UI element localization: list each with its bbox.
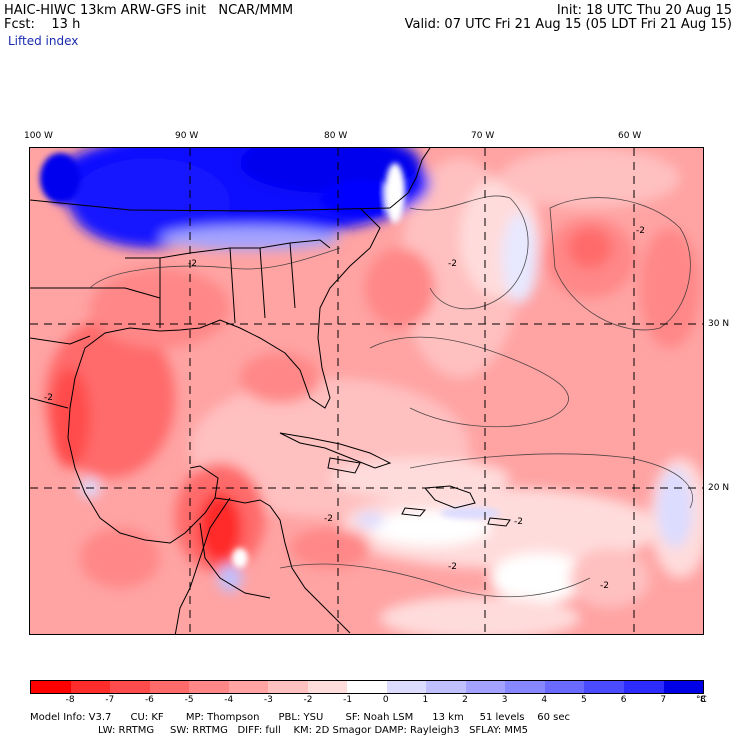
contour-label: -2 xyxy=(448,259,457,269)
colorbar-swatch xyxy=(347,681,387,693)
model-info-line1: Model Info: V3.7 CU: KF MP: Thompson PBL… xyxy=(30,712,570,723)
colorbar-swatch xyxy=(505,681,545,693)
lon-label-90w: 90 W xyxy=(175,131,199,141)
lat-lon-grid xyxy=(30,148,703,634)
lon-label-100w: 100 W xyxy=(24,131,53,141)
lon-label-80w: 80 W xyxy=(324,131,348,141)
contour-label: -2 xyxy=(514,517,523,527)
islands xyxy=(279,432,511,527)
forecast-hour: Fcst: 13 h xyxy=(4,17,81,32)
colorbar-tick-label: 5 xyxy=(581,695,587,705)
lat-label-20n: 20 N xyxy=(708,483,730,493)
colorbar-tick-label: 6 xyxy=(620,695,627,705)
colorbar-tick-label: 2 xyxy=(462,695,468,705)
colorbar-tick-label: -3 xyxy=(263,695,273,705)
lon-label-70w: 70 W xyxy=(471,131,495,141)
contour-label: -2 xyxy=(636,226,645,236)
field-name: Lifted index xyxy=(8,34,79,48)
contour-label: -2 xyxy=(600,581,609,591)
colorbar-swatch xyxy=(268,681,308,693)
lat-label-30n: 30 N xyxy=(708,319,730,329)
model-info-line2: LW: RRTMG SW: RRTMG DIFF: full KM: 2D Sm… xyxy=(98,725,528,736)
lon-label-60w: 60 W xyxy=(618,131,642,141)
colorbar-swatch xyxy=(623,681,664,693)
lifted-index-map: -2 -2 -2 -2 -2 -2 -2 -2 xyxy=(29,147,704,635)
colorbar-swatch xyxy=(426,681,466,693)
contour-label: -2 xyxy=(44,393,53,403)
colorbar-tick-label: 4 xyxy=(541,695,548,705)
colorbar-swatch xyxy=(465,681,506,693)
colorbar-swatch xyxy=(228,681,269,693)
colorbar-swatch xyxy=(386,681,427,693)
colorbar-tick-label: -4 xyxy=(224,695,234,705)
colorbar-tick-label: 8 xyxy=(700,695,706,705)
contour-label: -2 xyxy=(448,562,457,572)
colorbar-tick-label: 3 xyxy=(501,695,508,705)
contour-label: -2 xyxy=(324,514,333,524)
coastlines xyxy=(30,148,431,634)
colorbar-swatch xyxy=(110,681,150,693)
init-time: Init: 18 UTC Thu 20 Aug 15 xyxy=(556,3,732,18)
colorbar xyxy=(30,680,704,694)
colorbar-swatch xyxy=(189,681,229,693)
colorbar-swatch xyxy=(307,681,348,693)
colorbar-tick-label: -8 xyxy=(65,695,75,705)
colorbar-swatch xyxy=(70,681,111,693)
colorbar-tick-label: 0 xyxy=(382,695,389,705)
model-title: HAIC-HIWC 13km ARW-GFS init NCAR/MMM xyxy=(4,3,294,18)
contour-label: -2 xyxy=(188,259,197,269)
colorbar-swatch xyxy=(149,681,190,693)
contour-labels: -2 -2 -2 -2 -2 -2 -2 -2 xyxy=(44,226,645,591)
colorbar-tick-label: 1 xyxy=(422,695,429,705)
colorbar-swatch xyxy=(31,681,71,693)
colorbar-swatch xyxy=(544,681,585,693)
colorbar-unit: °C xyxy=(696,695,707,705)
colorbar-swatch xyxy=(584,681,624,693)
colorbar-tick-label: -1 xyxy=(343,695,353,705)
colorbar-swatch xyxy=(663,681,704,693)
colorbar-tick-label: -7 xyxy=(105,695,115,705)
valid-time: Valid: 07 UTC Fri 21 Aug 15 (05 LDT Fri … xyxy=(404,17,732,32)
colorbar-tick-label: -5 xyxy=(184,695,194,705)
colorbar-tick-label: -2 xyxy=(303,695,313,705)
colorbar-tick-label: -6 xyxy=(144,695,154,705)
contours xyxy=(89,195,693,598)
field-detail xyxy=(40,153,500,568)
colorbar-tick-label: 7 xyxy=(660,695,667,705)
